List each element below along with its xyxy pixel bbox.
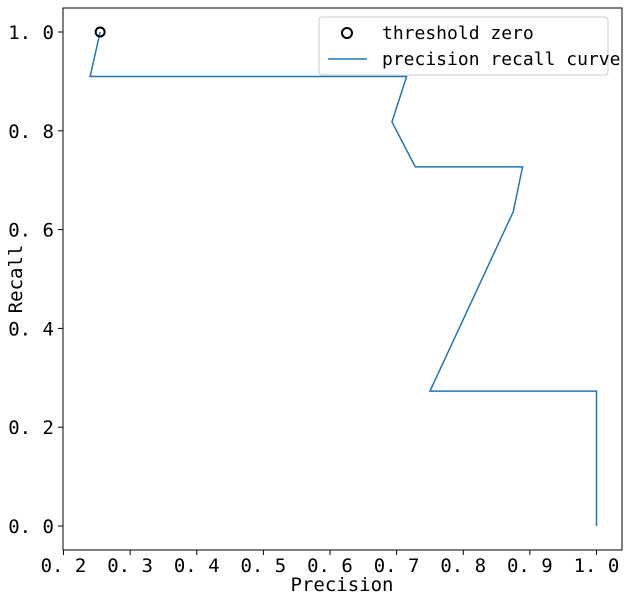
legend-threshold-marker [341, 27, 353, 39]
x-tick-label: 0. 9 [507, 555, 553, 577]
y-tick-label: 1. 0 [8, 22, 54, 44]
y-tick-label: 0. 0 [8, 516, 54, 538]
y-axis-label: Recall [5, 245, 27, 314]
x-tick-label: 0. 6 [307, 555, 353, 577]
legend-threshold-label: threshold zero [382, 23, 534, 44]
x-tick-label: 0. 8 [440, 555, 486, 577]
y-tick-label: 0. 4 [8, 318, 54, 340]
y-tick-label: 0. 8 [8, 121, 54, 143]
series-layer [89, 26, 598, 526]
precision-recall-line [89, 31, 598, 526]
y-tick-label: 0. 2 [8, 417, 54, 439]
x-axis-label: Precision [291, 574, 394, 596]
x-tick-label: 0. 4 [174, 555, 220, 577]
y-tick-label: 0. 6 [8, 220, 54, 242]
x-tick-label: 0. 7 [374, 555, 420, 577]
plot-area [62, 7, 623, 551]
x-tick-label: 0. 5 [240, 555, 286, 577]
x-tick-label: 0. 3 [107, 555, 153, 577]
legend: threshold zero precision recall curve [318, 16, 620, 76]
x-tick-label: 0. 2 [41, 555, 87, 577]
threshold-zero-marker [94, 26, 106, 38]
x-tick-label: 1. 0 [574, 555, 620, 577]
legend-curve-label: precision recall curve [382, 49, 620, 70]
x-axis-ticks: 0. 2 0. 3 0. 4 0. 5 0. 6 0. 7 0. 8 0. 9 1. 0 [41, 550, 620, 577]
y-axis-ticks: 0. 0 0. 2 0. 4 0. 6 0. 8 1. 0 [8, 22, 63, 538]
legend-box [318, 16, 609, 76]
